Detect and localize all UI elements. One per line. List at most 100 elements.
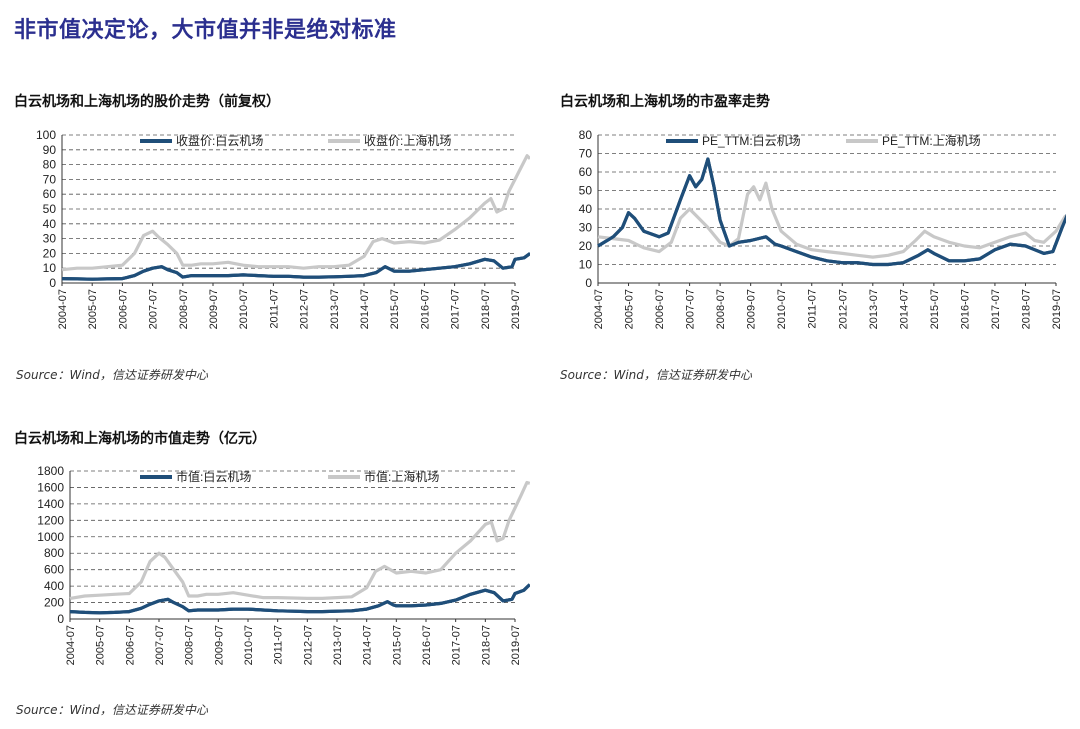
chart-source-market-cap: Source：Wind，信达证券研发中心 xyxy=(16,703,208,717)
y-tick-label: 10 xyxy=(43,261,57,275)
x-tick-label: 2006-07 xyxy=(654,289,666,329)
x-tick-label: 2016-07 xyxy=(419,289,431,329)
y-tick-label: 30 xyxy=(43,232,57,246)
y-tick-label: 100 xyxy=(36,128,56,142)
x-tick-label: 2009-07 xyxy=(213,625,225,665)
y-tick-label: 600 xyxy=(44,563,64,577)
x-tick-label: 2010-07 xyxy=(776,289,788,329)
series-line-0-top xyxy=(61,252,530,281)
y-tick-label: 60 xyxy=(43,187,57,201)
x-tick-label: 2009-07 xyxy=(208,289,220,329)
x-tick-label: 2019-07 xyxy=(510,625,522,665)
x-tick-label: 2006-07 xyxy=(117,289,129,329)
x-tick-label: 2011-07 xyxy=(273,625,285,665)
series-line-0-top xyxy=(597,157,1066,267)
y-tick-label: 800 xyxy=(44,546,64,560)
x-tick-label: 2009-07 xyxy=(746,289,758,329)
x-tick-label: 2010-07 xyxy=(238,289,250,329)
legend-label-0: 收盘价:白云机场 xyxy=(176,133,263,148)
x-tick-label: 2012-07 xyxy=(837,289,849,329)
series-line-1 xyxy=(69,480,530,600)
y-tick-label: 50 xyxy=(43,202,57,216)
x-tick-label: 2008-07 xyxy=(715,289,727,329)
y-tick-label: 10 xyxy=(579,258,593,272)
x-tick-label: 2004-07 xyxy=(65,625,77,665)
x-tick-label: 2017-07 xyxy=(450,289,462,329)
x-tick-label: 2017-07 xyxy=(990,289,1002,329)
x-tick-label: 2013-07 xyxy=(868,289,880,329)
x-tick-label: 2007-07 xyxy=(685,289,697,329)
page-title: 非市值决定论，大市值并非是绝对标准 xyxy=(14,18,397,43)
x-tick-label: 2010-07 xyxy=(243,625,255,665)
series-line-0-top xyxy=(69,583,530,615)
y-tick-label: 20 xyxy=(579,239,593,253)
x-tick-label: 2007-07 xyxy=(154,625,166,665)
y-tick-label: 80 xyxy=(579,128,593,142)
y-tick-label: 20 xyxy=(43,246,57,260)
y-tick-label: 1400 xyxy=(37,497,64,511)
x-tick-label: 2018-07 xyxy=(480,625,492,665)
x-tick-label: 2007-07 xyxy=(148,289,160,329)
x-tick-label: 2018-07 xyxy=(480,289,492,329)
x-tick-label: 2012-07 xyxy=(302,625,314,665)
chart-title-market-cap: 白云机场和上海机场的市值走势（亿元） xyxy=(14,431,266,447)
x-tick-label: 2016-07 xyxy=(959,289,971,329)
y-tick-label: 1800 xyxy=(37,464,64,478)
chart-title-pe-ratio: 白云机场和上海机场的市盈率走势 xyxy=(560,94,770,110)
x-tick-label: 2008-07 xyxy=(184,625,196,665)
legend-label-0: 市值:白云机场 xyxy=(176,469,251,484)
y-tick-label: 1200 xyxy=(37,513,64,527)
series-line-1 xyxy=(597,181,1066,259)
y-tick-label: 400 xyxy=(44,579,64,593)
y-tick-label: 90 xyxy=(43,143,57,157)
x-tick-label: 2013-07 xyxy=(329,289,341,329)
x-tick-label: 2019-07 xyxy=(1051,289,1063,329)
y-tick-label: 0 xyxy=(585,276,592,290)
y-tick-label: 60 xyxy=(579,165,593,179)
x-tick-label: 2011-07 xyxy=(807,289,819,329)
x-tick-label: 2015-07 xyxy=(391,625,403,665)
chart-title-stock-price: 白云机场和上海机场的股价走势（前复权） xyxy=(14,94,280,110)
y-tick-label: 50 xyxy=(579,184,593,198)
legend-label-1: 市值:上海机场 xyxy=(364,469,439,484)
y-tick-label: 1600 xyxy=(37,480,64,494)
series-line-1 xyxy=(61,154,530,272)
x-tick-label: 2004-07 xyxy=(57,289,69,329)
x-tick-label: 2008-07 xyxy=(178,289,190,329)
y-tick-label: 1000 xyxy=(37,530,64,544)
y-tick-label: 200 xyxy=(44,596,64,610)
x-tick-label: 2011-07 xyxy=(268,289,280,329)
y-tick-label: 80 xyxy=(43,158,57,172)
x-tick-label: 2005-07 xyxy=(624,289,636,329)
pe-ratio-chart: 0 10 20 30 40 50 60 70 80 2004-07 2005-07 2006-07 20… xyxy=(579,128,1066,329)
x-tick-label: 2014-07 xyxy=(362,625,374,665)
chart-source-stock-price: Source：Wind，信达证券研发中心 xyxy=(16,368,208,382)
y-tick-label: 70 xyxy=(579,147,593,161)
x-tick-label: 2015-07 xyxy=(389,289,401,329)
x-tick-label: 2004-07 xyxy=(593,289,605,329)
y-tick-label: 0 xyxy=(57,612,64,626)
y-tick-label: 40 xyxy=(579,202,593,216)
x-tick-label: 2012-07 xyxy=(299,289,311,329)
market-cap-chart: 0 200 400 600 800 1000 1200 1400 1600 1800 2004-07… xyxy=(37,464,530,665)
x-tick-label: 2019-07 xyxy=(510,289,522,329)
x-tick-label: 2005-07 xyxy=(87,289,99,329)
x-tick-label: 2015-07 xyxy=(929,289,941,329)
legend-label-0: PE_TTM:白云机场 xyxy=(702,133,801,148)
x-tick-label: 2013-07 xyxy=(332,625,344,665)
x-tick-label: 2014-07 xyxy=(359,289,371,329)
y-tick-label: 70 xyxy=(43,172,57,186)
x-tick-label: 2005-07 xyxy=(95,625,107,665)
x-tick-label: 2018-07 xyxy=(1020,289,1032,329)
legend-label-1: 收盘价:上海机场 xyxy=(364,133,451,148)
y-tick-label: 40 xyxy=(43,217,57,231)
x-tick-label: 2017-07 xyxy=(451,625,463,665)
y-tick-label: 30 xyxy=(579,221,593,235)
x-tick-label: 2006-07 xyxy=(124,625,136,665)
legend-label-1: PE_TTM:上海机场 xyxy=(882,133,981,148)
y-tick-label: 0 xyxy=(49,276,56,290)
x-tick-label: 2016-07 xyxy=(421,625,433,665)
chart-source-pe-ratio: Source：Wind，信达证券研发中心 xyxy=(560,368,752,382)
x-tick-label: 2014-07 xyxy=(898,289,910,329)
